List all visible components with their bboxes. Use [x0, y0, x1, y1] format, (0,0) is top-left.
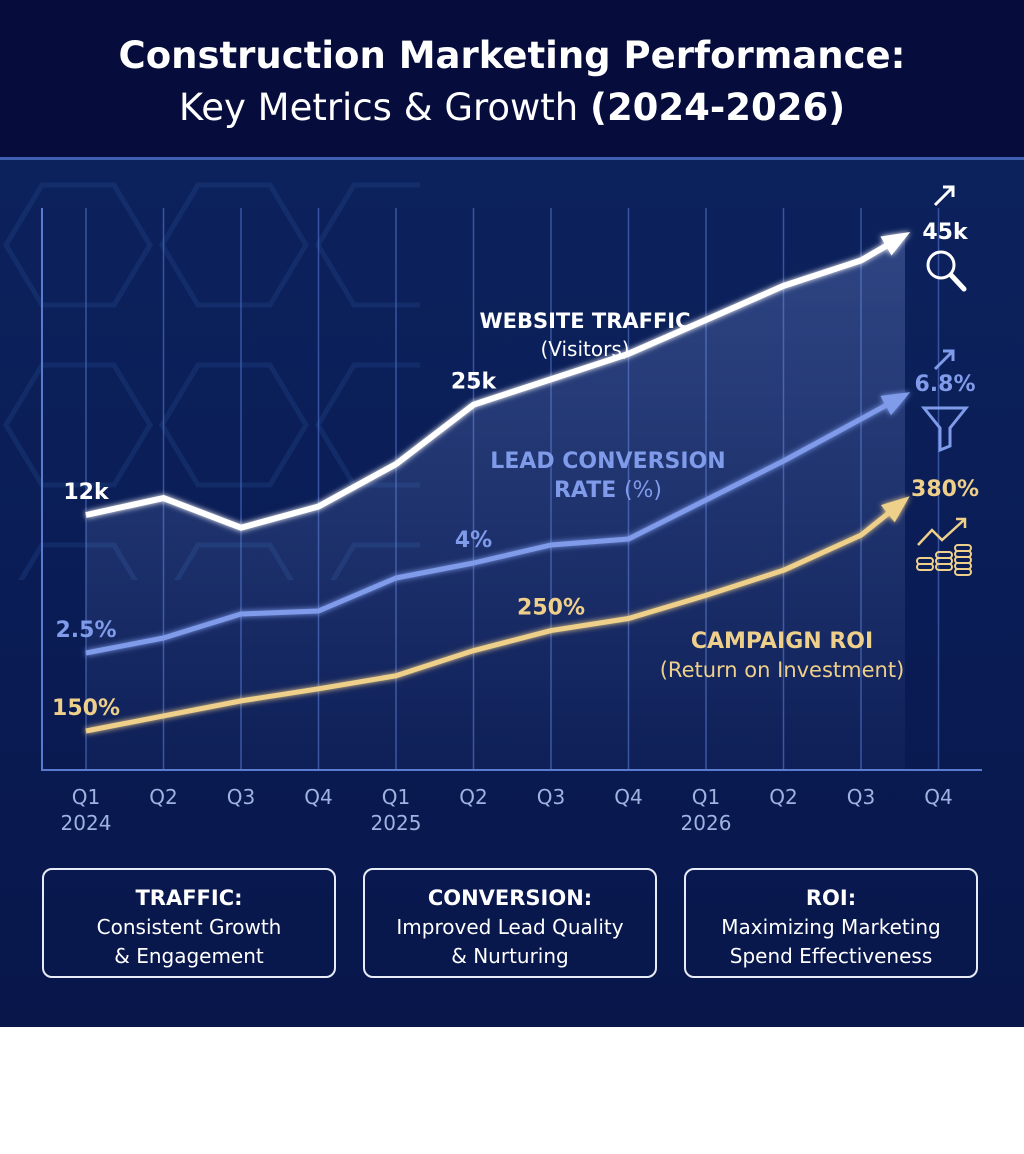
x-tick-label: Q3: [847, 785, 875, 809]
traffic-line: [85, 239, 895, 531]
coin-stack-icon: [954, 568, 972, 576]
x-tick-label: Q4: [614, 785, 642, 809]
magnifier-icon: [926, 250, 956, 280]
traffic-arrowhead: [880, 231, 911, 256]
card-text: Improved Lead Quality: [396, 915, 624, 939]
traffic-series-subtitle: (Visitors): [540, 337, 629, 361]
card-text: Maximizing Marketing: [721, 915, 941, 939]
traffic-data-label: 12k: [63, 480, 110, 505]
roi-data-label: 380%: [911, 477, 979, 502]
title-line-1: Construction Marketing Performance:: [118, 34, 906, 77]
x-tick-label: Q4: [304, 785, 332, 809]
card-text: Spend Effectiveness: [729, 944, 933, 968]
x-tick-year-label: 2024: [61, 811, 112, 835]
roi-line: [85, 506, 896, 734]
conversion-data-label: 6.8%: [914, 372, 975, 397]
traffic-data-label: 45k: [922, 220, 969, 245]
conversion-arrowhead: [880, 392, 911, 416]
roi-card: ROI: Maximizing Marketing Spend Effectiv…: [684, 868, 978, 978]
roi-data-label: 150%: [52, 696, 120, 721]
conversion-line: [85, 399, 894, 656]
conversion-data-label: 2.5%: [55, 618, 116, 643]
card-text: & Engagement: [114, 944, 264, 968]
growth-arrow-icon: [917, 517, 967, 546]
traffic-series-name: WEBSITE TRAFFIC: [479, 309, 690, 333]
title-years: (2024-2026): [590, 86, 846, 129]
x-tick-label: Q4: [924, 785, 952, 809]
x-tick-label: Q2: [149, 785, 177, 809]
title-line-2: Key Metrics & Growth (2024-2026): [0, 86, 1024, 129]
card-title: TRAFFIC:: [135, 886, 243, 910]
conversion-data-label: 4%: [455, 528, 492, 553]
x-tick-label: Q2: [459, 785, 487, 809]
x-tick-label: Q1: [72, 785, 100, 809]
funnel-icon: [920, 406, 970, 453]
traffic-data-label: 25k: [451, 370, 498, 395]
coin-stack-icon: [916, 563, 934, 571]
card-text: & Nurturing: [451, 944, 569, 968]
x-tick-year-label: 2026: [681, 811, 732, 835]
header: Construction Marketing Performance: Key …: [0, 0, 1024, 160]
conversion-series-name-line2: RATE (%): [554, 478, 662, 503]
x-tick-label: Q1: [382, 785, 410, 809]
title-subtitle: Key Metrics & Growth: [178, 86, 579, 129]
traffic-card: TRAFFIC: Consistent Growth & Engagement: [42, 868, 336, 978]
trend-up-arrow-icon: [933, 349, 955, 371]
card-title: ROI:: [805, 886, 857, 910]
card-text: Consistent Growth: [96, 915, 282, 939]
card-title: CONVERSION:: [427, 886, 593, 910]
coin-stack-icon: [935, 563, 953, 571]
x-tick-label: Q2: [769, 785, 797, 809]
x-tick-label: Q3: [227, 785, 255, 809]
conversion-card: CONVERSION: Improved Lead Quality & Nurt…: [363, 868, 657, 978]
conversion-series-name: LEAD CONVERSION: [490, 449, 725, 474]
traffic-area-fill: [86, 235, 905, 770]
trend-up-arrow-icon: [933, 185, 955, 207]
line-chart: 12k 25k 45k 2.5% 4% 6.8% 150% 250% 380% WEBSITE T…: [0, 160, 982, 835]
infographic-panel: 12k 25k 45k 2.5% 4% 6.8% 150% 250% 380% WEBSITE T…: [0, 0, 1024, 1027]
roi-series-name: CAMPAIGN ROI: [691, 629, 873, 654]
x-tick-label: Q1: [692, 785, 720, 809]
magnifier-handle: [948, 272, 967, 292]
roi-arrowhead: [880, 496, 910, 523]
roi-data-label: 250%: [517, 596, 585, 621]
roi-series-subtitle: (Return on Investment): [660, 658, 905, 682]
x-tick-label: Q3: [537, 785, 565, 809]
x-tick-year-label: 2025: [371, 811, 422, 835]
